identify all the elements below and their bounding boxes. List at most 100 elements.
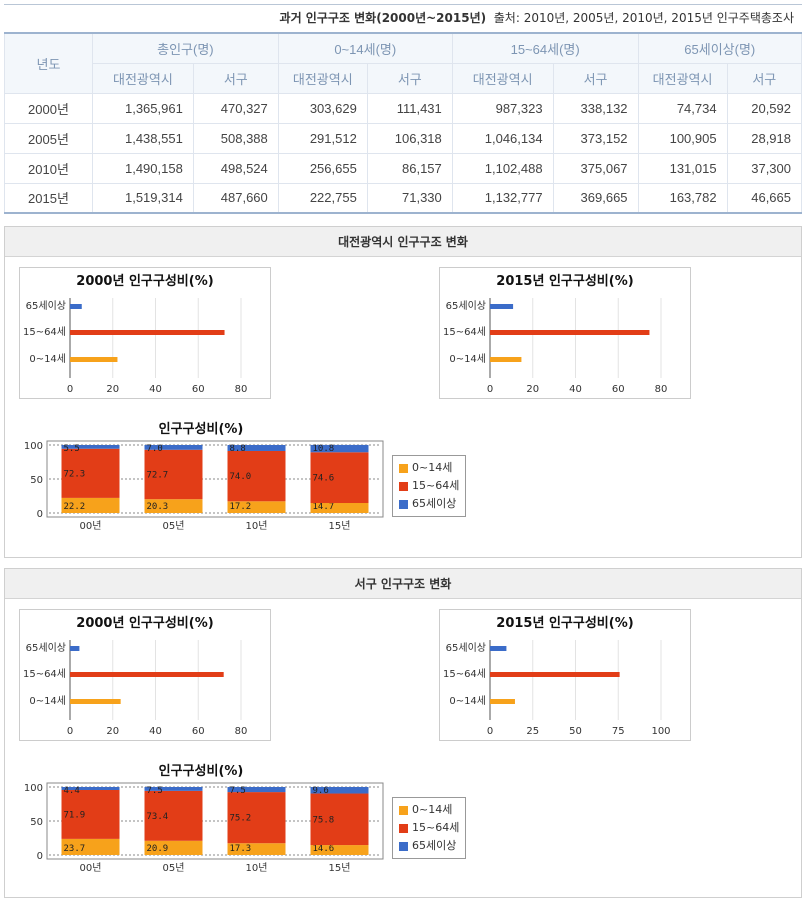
value-cell: 222,755 <box>277 182 368 214</box>
x-tick-label: 0 <box>67 384 73 395</box>
legend-swatch <box>399 463 408 473</box>
bar <box>490 304 514 309</box>
data-label: 17.3 <box>230 844 252 854</box>
stacked-chart: 인구구성비(%) 0 50 100 23.7 71.9 4.4 00년 20.9 73.4 7.5 0… <box>9 759 389 883</box>
bar <box>490 646 507 651</box>
y-tick-label: 0~14세 <box>449 353 486 365</box>
value-cell: 86,157 <box>366 152 453 184</box>
x-tick-label: 60 <box>192 384 205 395</box>
stack-segment <box>310 444 369 453</box>
data-label: 20.3 <box>147 502 169 512</box>
value-cell: 1,132,777 <box>451 182 554 214</box>
value-cell: 508,388 <box>192 122 279 154</box>
value-cell: 369,665 <box>552 182 639 214</box>
sub-header: 대전광역시 <box>451 62 554 94</box>
y-tick-label: 0~14세 <box>29 353 66 365</box>
stack-segment <box>144 445 203 450</box>
value-cell: 1,046,134 <box>451 122 554 154</box>
value-cell: 163,782 <box>637 182 728 214</box>
chart-title: 인구구성비(%) <box>159 763 244 779</box>
x-tick-label: 80 <box>235 726 248 737</box>
plot-frame <box>46 440 384 518</box>
data-label: 75.2 <box>230 814 252 824</box>
stack-segment <box>227 792 286 844</box>
sub-header: 대전광역시 <box>92 62 194 94</box>
bar <box>490 357 522 362</box>
y-tick-label: 0 <box>37 509 43 520</box>
sub-header: 대전광역시 <box>637 62 728 94</box>
y-tick-label: 15~64세 <box>443 326 486 338</box>
x-tick-label: 20 <box>106 384 119 395</box>
data-label: 71.9 <box>64 810 86 820</box>
x-tick-label: 20 <box>106 726 119 737</box>
stack-segment <box>310 793 369 846</box>
legend-swatch <box>399 481 408 491</box>
data-label: 14.7 <box>313 502 335 512</box>
data-label: 72.7 <box>147 470 169 480</box>
value-cell: 498,524 <box>192 152 279 184</box>
hbar-chart-2000: 2000년 인구구성비(%) 0 20 40 60 80 65세이상 15~64세 0~14세 <box>19 267 271 399</box>
legend-label: 15~64세 <box>412 479 460 492</box>
chart-legend: 0~14세 15~64세 65세이상 <box>392 455 467 517</box>
data-label: 72.3 <box>64 469 86 479</box>
data-label: 7.5 <box>147 786 163 796</box>
value-cell: 256,655 <box>277 152 368 184</box>
x-tick-label: 0 <box>67 726 73 737</box>
value-cell: 100,905 <box>637 122 728 154</box>
x-tick-label: 40 <box>569 384 582 395</box>
year-cell: 2015년 <box>4 182 93 214</box>
x-tick-label: 15년 <box>329 862 351 874</box>
chart-title: 2000년 인구구성비(%) <box>76 615 213 631</box>
stack-segment <box>61 838 120 855</box>
chart-title: 2015년 인구구성비(%) <box>496 273 633 289</box>
year-cell: 2000년 <box>4 92 93 124</box>
y-tick-label: 15~64세 <box>443 668 486 680</box>
value-cell: 28,918 <box>726 122 803 154</box>
data-label: 7.0 <box>147 444 163 454</box>
y-tick-label: 15~64세 <box>23 326 66 338</box>
data-label: 5.5 <box>64 444 80 454</box>
x-tick-label: 00년 <box>80 520 102 532</box>
table-row: 2000년 1,365,961 470,327 303,629 111,431 987,3… <box>4 92 803 124</box>
bar <box>70 357 118 362</box>
data-label: 23.7 <box>64 844 86 854</box>
section-seo-gu: 서구 인구구조 변화 2000년 인구구성비(%) 0 20 40 60 80 65세이상 1… <box>4 568 802 898</box>
x-tick-label: 10년 <box>246 862 268 874</box>
x-tick-label: 40 <box>149 726 162 737</box>
legend-label: 0~14세 <box>412 803 453 816</box>
legend-label: 65세이상 <box>412 839 457 852</box>
stack-segment <box>310 787 369 794</box>
value-cell: 375,067 <box>552 152 639 184</box>
hbar-chart-2015: 2015년 인구구성비(%) 0 25 50 75 100 65세이상 15~64세 0~14세 <box>439 609 691 741</box>
sub-header: 대전광역시 <box>277 62 368 94</box>
legend-swatch <box>399 841 408 851</box>
stack-segment <box>227 450 286 502</box>
group-header: 65세이상(명) <box>637 32 803 64</box>
sub-header: 서구 <box>192 62 279 94</box>
section-title: 대전광역시 인구구조 변화 <box>5 227 801 257</box>
x-tick-label: 10년 <box>246 520 268 532</box>
table-title: 과거 인구구조 변화(2000년~2015년) <box>279 11 487 25</box>
bar <box>70 672 224 677</box>
legend-swatch <box>399 499 408 509</box>
value-cell: 1,519,314 <box>92 182 194 214</box>
x-tick-label: 40 <box>149 384 162 395</box>
stack-segment <box>61 497 120 513</box>
stack-segment <box>310 845 369 855</box>
value-cell: 71,330 <box>366 182 453 214</box>
value-cell: 987,323 <box>451 92 554 124</box>
stack-segment <box>61 448 120 498</box>
stack-segment <box>227 787 286 793</box>
x-tick-label: 100 <box>651 726 670 737</box>
stacked-chart: 인구구성비(%) 0 50 100 22.2 72.3 5.5 00년 20.3 72.7 7.0 0… <box>9 417 389 541</box>
value-cell: 1,365,961 <box>92 92 194 124</box>
group-header: 총인구(명) <box>92 32 279 64</box>
sub-header: 서구 <box>726 62 803 94</box>
legend-swatch <box>399 805 408 815</box>
value-cell: 487,660 <box>192 182 279 214</box>
stack-segment <box>61 445 120 449</box>
stack-segment <box>227 445 286 451</box>
data-label: 75.8 <box>313 815 335 825</box>
x-tick-label: 0 <box>487 726 493 737</box>
x-tick-label: 20 <box>526 384 539 395</box>
